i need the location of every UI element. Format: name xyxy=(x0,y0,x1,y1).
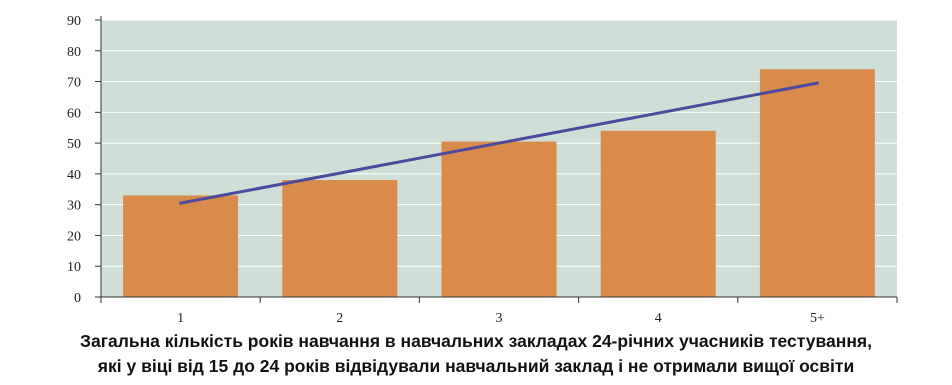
x-tick-label: 3 xyxy=(496,311,503,326)
y-tick-label: 70 xyxy=(67,76,81,91)
x-tick-label: 2 xyxy=(336,311,343,326)
y-tick-label: 50 xyxy=(67,137,81,152)
bar-1 xyxy=(123,195,239,297)
chart-caption-line-2: які у віці від 15 до 24 років відвідувал… xyxy=(97,356,855,376)
y-tick-label: 30 xyxy=(67,199,81,214)
y-tick-label: 20 xyxy=(67,229,81,244)
y-tick-label: 10 xyxy=(67,260,81,275)
y-tick-label: 90 xyxy=(67,14,81,29)
y-tick-label: 0 xyxy=(74,291,81,306)
bar-4 xyxy=(600,130,716,297)
bar-5plus xyxy=(759,69,875,297)
bar-2 xyxy=(282,180,398,297)
axes xyxy=(95,16,898,303)
trend-line xyxy=(179,81,819,205)
x-tick-label: 4 xyxy=(655,311,662,326)
bar-3 xyxy=(441,141,557,297)
chart-caption-line-1: Загальна кількість років навчання в навч… xyxy=(80,331,872,351)
x-tick-label: 1 xyxy=(177,311,184,326)
y-tick-label: 60 xyxy=(67,106,81,121)
bar-chart: 0 10 20 30 40 50 60 70 80 90 1 2 3 4 5+ xyxy=(67,14,898,326)
y-axis-tick-labels: 0 10 20 30 40 50 60 70 80 90 xyxy=(67,14,81,306)
y-tick-label: 40 xyxy=(67,168,81,183)
x-tick-label: 5+ xyxy=(810,311,825,326)
bars xyxy=(123,69,875,297)
x-axis-tick-labels: 1 2 3 4 5+ xyxy=(177,311,825,326)
y-tick-label: 80 xyxy=(67,45,81,60)
